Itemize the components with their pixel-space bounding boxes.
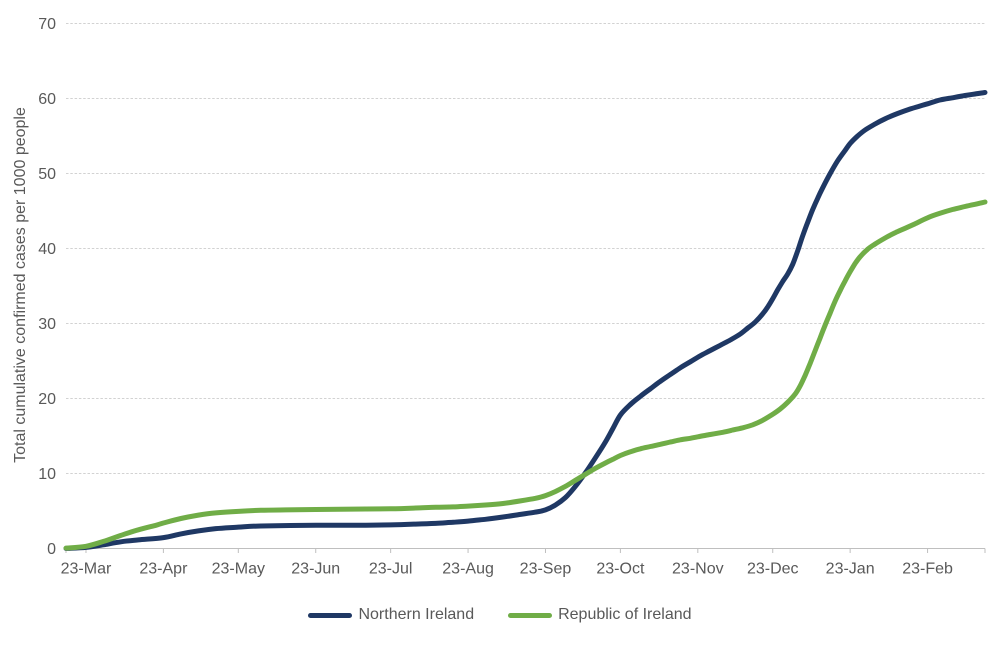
x-tick-label: 23-Jun: [291, 561, 340, 578]
x-tick-label: 23-Mar: [61, 561, 112, 578]
legend-label-northern-ireland: Northern Ireland: [358, 606, 475, 623]
y-tick-label: 0: [47, 541, 56, 558]
x-tick-label: 23-Sep: [520, 561, 572, 578]
legend-item-republic-of-ireland: Republic of Ireland: [508, 606, 692, 624]
y-tick-label: 50: [38, 166, 56, 183]
series-line-republic-of-ireland: [63, 199, 988, 551]
x-tick-label: 23-Feb: [902, 561, 953, 578]
x-tick-label: 23-Oct: [596, 561, 645, 578]
y-tick-label: 70: [38, 16, 56, 33]
x-tick-label: 23-Dec: [747, 561, 799, 578]
series-line-northern-ireland: [63, 90, 988, 551]
x-tick-label: 23-Apr: [139, 561, 188, 578]
y-tick-label: 60: [38, 91, 56, 108]
x-tick-label: 23-Nov: [672, 561, 724, 578]
x-tick-label: 23-Aug: [442, 561, 494, 578]
y-axis-title: Total cumulative confirmed cases per 100…: [12, 107, 29, 463]
legend-label-republic-of-ireland: Republic of Ireland: [558, 606, 692, 623]
x-tick-label: 23-Jan: [826, 561, 875, 578]
y-tick-label: 20: [38, 391, 56, 408]
legend: Northern Ireland Republic of Ireland: [0, 606, 1000, 624]
x-tick-label: 23-Jul: [369, 561, 413, 578]
y-tick-label: 30: [38, 316, 56, 333]
legend-item-northern-ireland: Northern Ireland: [308, 606, 474, 624]
y-tick-label: 40: [38, 241, 56, 258]
y-tick-label: 10: [38, 466, 56, 483]
legend-swatch-republic-of-ireland: [508, 612, 553, 618]
legend-swatch-northern-ireland: [308, 612, 353, 618]
x-tick-label: 23-May: [212, 561, 265, 578]
